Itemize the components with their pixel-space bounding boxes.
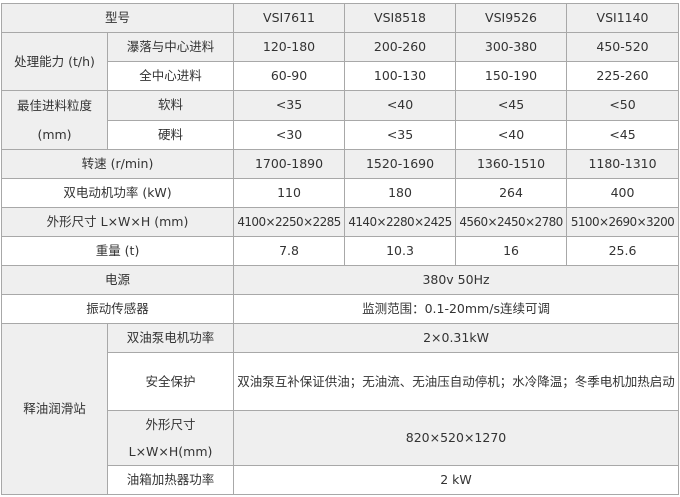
table-row: 硬料 <30 <35 <40 <45 [2, 119, 680, 150]
cell: <45 [455, 90, 568, 121]
cell: <35 [233, 90, 346, 121]
feed-size-label: 最佳进料粒度 (mm) [1, 90, 108, 150]
cell: <50 [566, 90, 680, 121]
lubrication-label: 释油润滑站 [1, 323, 108, 495]
cell: 110 [233, 178, 346, 208]
header-row: 型号 VSI7611 VSI8518 VSI9526 VSI1140 [0, 3, 680, 33]
cell: 1360-1510 [455, 149, 568, 179]
cell: <30 [233, 119, 346, 150]
cell: 225-260 [566, 61, 680, 91]
cell: 380v 50Hz [233, 265, 680, 295]
spec-table: 型号 VSI7611 VSI8518 VSI9526 VSI1140 处理能力 … [0, 3, 680, 495]
cell: 双油泵互补保证供油；无油流、无油压自动停机；水冷降温；冬季电机加热启动 [233, 352, 680, 411]
cell: 200-260 [344, 32, 457, 62]
cell: 2 kW [233, 465, 680, 495]
row-label: 软料 [106, 90, 235, 121]
row-label: 安全保护 [106, 352, 235, 411]
row-label: 油箱加热器功率 [106, 465, 235, 495]
row-label: 全中心进料 [106, 61, 235, 91]
cell: 450-520 [566, 32, 680, 62]
table-row: 转速 (r/min) 1700-1890 1520-1690 1360-1510… [0, 149, 680, 179]
model-col: VSI9526 [455, 3, 568, 33]
cell: <40 [455, 119, 568, 150]
row-label: 振动传感器 [0, 294, 235, 324]
cell: 150-190 [455, 61, 568, 91]
feed-size-label-line2: (mm) [37, 127, 72, 142]
cell: 264 [455, 178, 568, 208]
row-label: 外形尺寸 L×W×H (mm) [0, 207, 235, 237]
table-row: 安全保护 双油泵互补保证供油；无油流、无油压自动停机；水冷降温；冬季电机加热启动 [2, 352, 680, 411]
row-label: 双油泵电机功率 [106, 323, 235, 353]
row-label: 外形尺寸 L×W×H(mm) [106, 410, 235, 466]
table-row: 全中心进料 60-90 100-130 150-190 225-260 [2, 61, 680, 91]
cell: 100-130 [344, 61, 457, 91]
table-row: 电源 380v 50Hz [0, 265, 680, 295]
cell: 16 [455, 236, 568, 266]
cell: 400 [566, 178, 680, 208]
table-row: 释油润滑站 双油泵电机功率 2×0.31kW [1, 323, 680, 495]
cell: 1700-1890 [233, 149, 346, 179]
row-label: 双电动机功率 (kW) [0, 178, 235, 208]
row-label: 硬料 [106, 119, 235, 150]
table-row: 最佳进料粒度 (mm) 软料 <35 <40 <45 <50 [1, 90, 680, 150]
model-col: VSI7611 [233, 3, 346, 33]
capacity-label: 处理能力 (t/h) [1, 32, 108, 91]
cell: <40 [344, 90, 457, 121]
row-label: 瀑落与中心进料 [106, 32, 235, 62]
cell: 4140×2280×2425 [344, 207, 457, 237]
table-row: 重量 (t) 7.8 10.3 16 25.6 [0, 236, 680, 266]
row-label: 转速 (r/min) [0, 149, 235, 179]
cell: 1180-1310 [566, 149, 680, 179]
cell: <35 [344, 119, 457, 150]
cell: <45 [566, 119, 680, 150]
cell: 7.8 [233, 236, 346, 266]
cell: 60-90 [233, 61, 346, 91]
cell: 2×0.31kW [233, 323, 680, 353]
model-col: VSI1140 [566, 3, 680, 33]
cell: 1520-1690 [344, 149, 457, 179]
model-header: 型号 [0, 3, 235, 33]
row-label: 重量 (t) [0, 236, 235, 266]
size-label-line2: L×W×H(mm) [128, 444, 213, 459]
cell: 120-180 [233, 32, 346, 62]
cell: 4100×2250×2285 [233, 207, 346, 237]
size-label-line1: 外形尺寸 [145, 417, 196, 432]
feed-size-label-line1: 最佳进料粒度 [16, 98, 92, 113]
cell: 10.3 [344, 236, 457, 266]
row-label: 电源 [0, 265, 235, 295]
cell: 4560×2450×2780 [455, 207, 568, 237]
cell: 300-380 [455, 32, 568, 62]
table-row: 外形尺寸 L×W×H (mm) 4100×2250×2285 4140×2280… [0, 207, 680, 237]
model-col: VSI8518 [344, 3, 457, 33]
cell: 25.6 [566, 236, 680, 266]
table-row: 处理能力 (t/h) 瀑落与中心进料 120-180 200-260 300-3… [1, 32, 680, 91]
cell: 180 [344, 178, 457, 208]
table-row: 双电动机功率 (kW) 110 180 264 400 [0, 178, 680, 208]
table-row: 外形尺寸 L×W×H(mm) 820×520×1270 [2, 410, 680, 466]
cell: 5100×2690×3200 [566, 207, 680, 237]
cell: 820×520×1270 [233, 410, 680, 466]
cell: 监测范围：0.1-20mm/s连续可调 [233, 294, 680, 324]
table-row: 振动传感器 监测范围：0.1-20mm/s连续可调 [0, 294, 680, 324]
table-row: 油箱加热器功率 2 kW [2, 465, 680, 495]
